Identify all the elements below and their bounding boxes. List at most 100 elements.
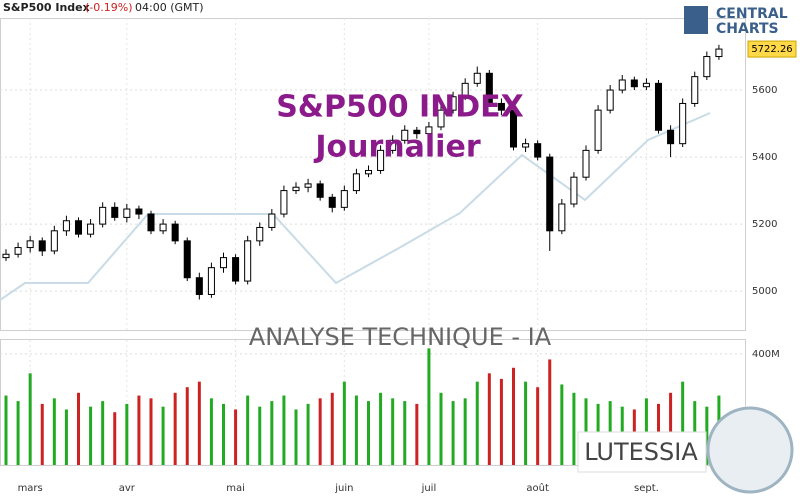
y-tick-label: 400M	[752, 349, 780, 360]
candle-body	[509, 109, 518, 148]
candle-body	[14, 247, 22, 255]
price-panel	[0, 18, 746, 331]
volume-bar	[403, 401, 407, 465]
candle-body	[667, 129, 675, 145]
symbol: S&P500 Index	[3, 1, 90, 14]
volume-bar	[137, 395, 141, 465]
volume-bar	[28, 373, 32, 465]
candle-body	[171, 223, 179, 242]
volume-bar	[367, 401, 370, 465]
candle-body	[195, 277, 203, 295]
volume-bar	[282, 395, 286, 465]
candle-body	[558, 203, 566, 232]
volume-bar	[681, 381, 685, 465]
volume-bar	[524, 381, 528, 465]
volume-bar	[391, 398, 395, 465]
y-tick-label: 5600	[752, 85, 777, 96]
volume-bar	[415, 403, 419, 465]
y-tick-label: 5000	[752, 286, 777, 297]
candle-body	[62, 220, 70, 232]
candle-body	[522, 143, 530, 148]
volume-bar	[234, 409, 238, 465]
candle-body	[244, 240, 252, 282]
volume-bar	[209, 398, 213, 465]
candle-body	[642, 82, 650, 88]
candle-body	[461, 82, 469, 98]
candle-body	[352, 173, 360, 192]
candle-body	[691, 76, 699, 104]
candle-body	[377, 149, 385, 171]
volume-bar	[475, 381, 479, 465]
candle-body	[654, 82, 663, 131]
volume-bar	[246, 395, 250, 465]
x-tick-label: juil	[421, 483, 437, 494]
candle-body	[389, 139, 397, 151]
candle-body	[497, 102, 505, 111]
volume-bar	[89, 406, 93, 465]
candle-body	[582, 149, 590, 178]
candle-body	[715, 48, 723, 58]
candle-body	[232, 257, 240, 282]
volume-bar	[705, 406, 709, 465]
volume-bar	[197, 381, 201, 465]
logo-icon	[684, 6, 708, 34]
volume-bar	[149, 398, 153, 465]
last-price-box	[747, 40, 797, 58]
volume-bar	[77, 392, 80, 465]
candle-body	[473, 72, 481, 84]
volume-bar	[463, 398, 467, 465]
candle-body	[99, 206, 107, 225]
volume-bar	[16, 401, 20, 465]
volume-bar	[572, 392, 576, 465]
x-tick-label: sept.	[634, 483, 659, 494]
candle-body	[268, 213, 276, 228]
x-tick-label: juin	[334, 483, 353, 494]
chart-subtitle: Journalier	[313, 130, 480, 165]
volume-bar	[548, 359, 552, 465]
candle-body	[123, 208, 131, 218]
volume-bar	[439, 392, 443, 465]
volume-bar	[379, 392, 383, 465]
x-tick-label: avr	[119, 483, 136, 494]
candle-body	[606, 89, 614, 111]
time: 04:00 (GMT)	[135, 1, 204, 14]
volume-bar	[113, 412, 117, 465]
candle-body	[485, 72, 493, 104]
volume-bar	[222, 403, 225, 465]
banner: ANALYSE TECHNIQUE - IA	[249, 323, 552, 351]
watermark-line	[0, 112, 711, 301]
volume-bar	[52, 398, 56, 465]
volume-bar	[499, 378, 503, 465]
candle-body	[147, 213, 155, 232]
candle-body	[111, 206, 119, 218]
volume-bar	[101, 401, 105, 465]
volume-bar	[125, 403, 129, 465]
x-tick-label: août	[526, 482, 549, 494]
candle-body	[618, 79, 626, 91]
volume-bar	[427, 348, 431, 465]
volume-bar	[185, 387, 189, 465]
volume-bar	[354, 395, 358, 465]
change: (-0.19%)	[85, 1, 133, 14]
candle-body	[26, 240, 34, 249]
candle-body	[50, 230, 58, 252]
volume-bar	[536, 387, 540, 465]
volume-bar	[173, 392, 177, 465]
candle-body	[413, 129, 421, 135]
volume-bar	[512, 367, 515, 465]
volume-bar	[294, 409, 298, 465]
candle-body	[2, 253, 10, 259]
volume-bar	[4, 395, 8, 465]
candle-body	[630, 79, 638, 88]
y-tick-label: 5400	[752, 152, 777, 163]
y-tick-label: 5200	[752, 219, 777, 230]
candle-body	[570, 176, 578, 205]
candle-body	[183, 240, 191, 279]
candle-body	[74, 220, 83, 235]
candle-body	[316, 183, 324, 198]
candle-body	[280, 190, 288, 215]
avatar	[706, 406, 794, 494]
volume-bar	[669, 392, 673, 465]
volume-panel	[0, 339, 746, 466]
